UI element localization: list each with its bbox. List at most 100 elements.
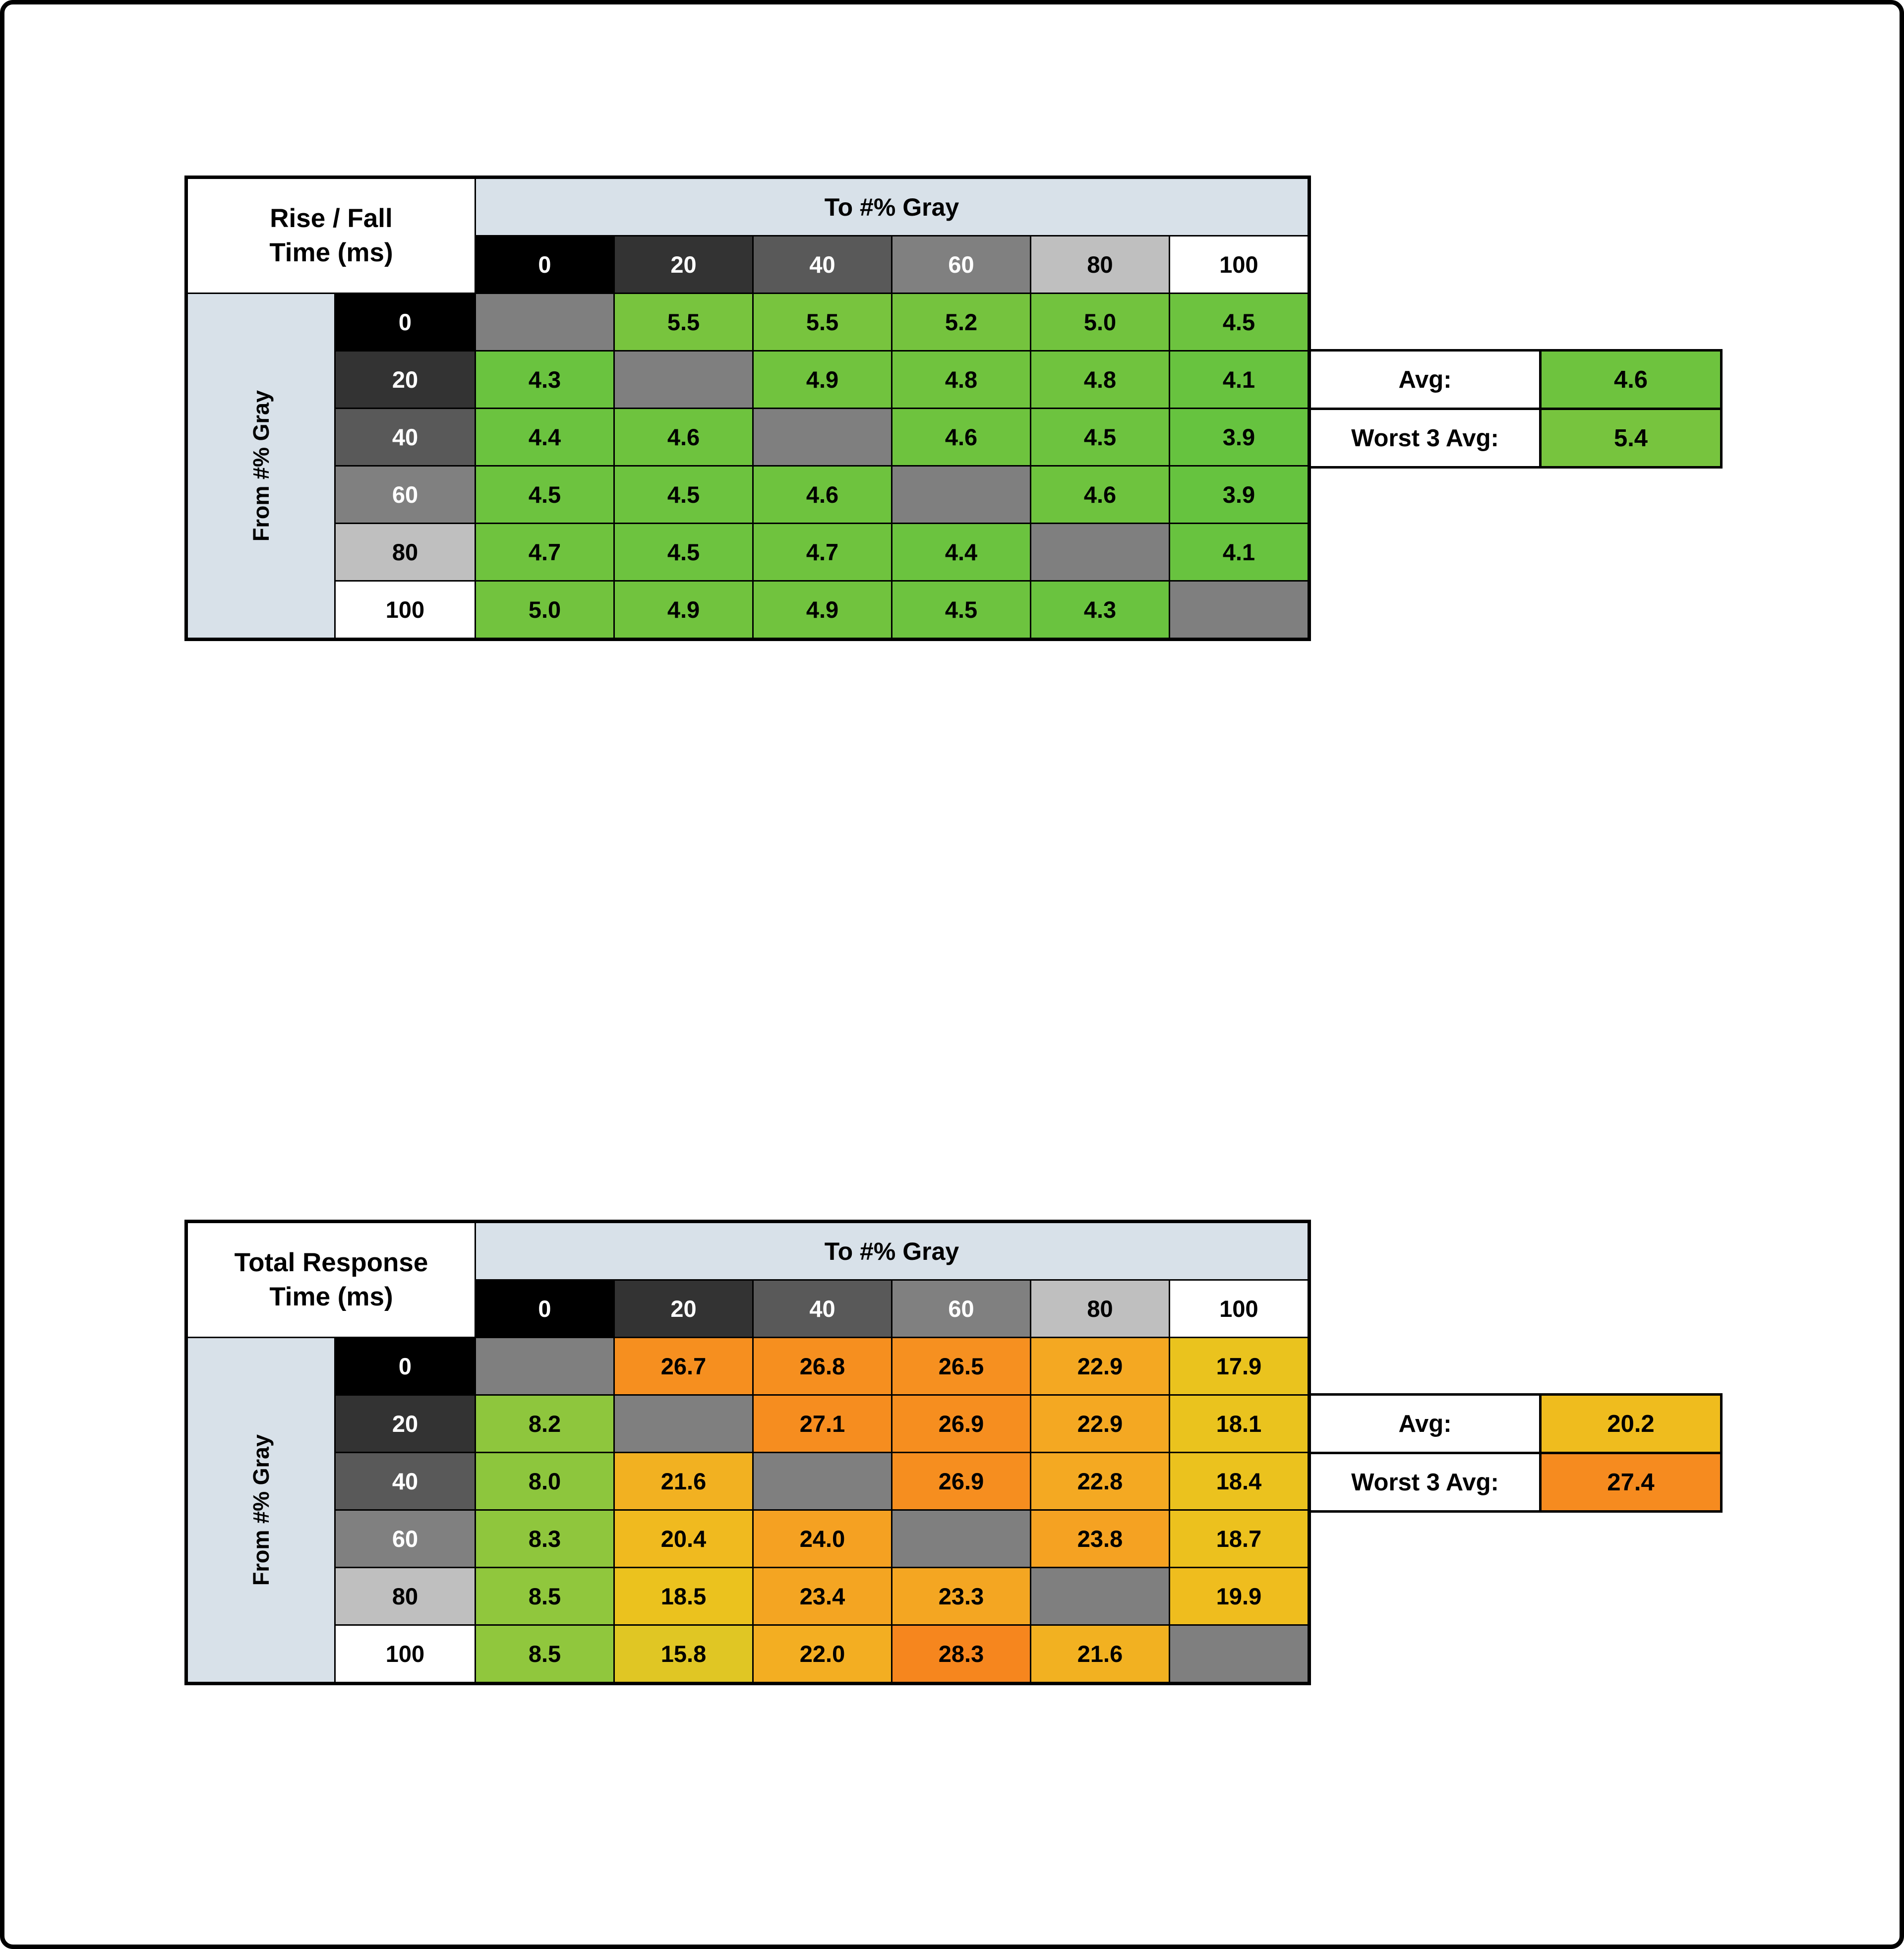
- row-header-100: 100: [336, 1626, 475, 1682]
- row-header-60: 60: [336, 1511, 475, 1567]
- table-title-rise-fall-time: Rise / Fall Time (ms): [188, 179, 475, 293]
- matrix-value-cell: 3.9: [1170, 467, 1308, 523]
- matrix-value-cell: 28.3: [892, 1626, 1030, 1682]
- matrix-table-total-response-time: Total Response Time (ms) To #% Gray 0 20 40 60…: [184, 1220, 1311, 1685]
- matrix-value-cell: 4.4: [476, 409, 613, 465]
- diagonal-empty-cell: [1170, 1626, 1308, 1682]
- matrix-value-cell: 4.7: [754, 524, 891, 580]
- matrix-value-cell: 23.4: [754, 1568, 891, 1624]
- diagonal-empty-cell: [1031, 1568, 1169, 1624]
- col-header-20: 20: [615, 1281, 752, 1337]
- row-header-80: 80: [336, 1568, 475, 1624]
- matrix-value-cell: 5.2: [892, 294, 1030, 350]
- matrix-value-cell: 4.5: [1031, 409, 1169, 465]
- col-header-80: 80: [1031, 236, 1169, 293]
- matrix-value-cell: 4.8: [892, 352, 1030, 408]
- matrix-value-cell: 8.0: [476, 1453, 613, 1509]
- table-title-line2: Time (ms): [269, 1282, 393, 1311]
- col-header-0: 0: [476, 1281, 613, 1337]
- matrix-value-cell: 17.9: [1170, 1338, 1308, 1394]
- row-header-80: 80: [336, 524, 475, 580]
- worst3-avg-value: 5.4: [1542, 410, 1720, 466]
- matrix-value-cell: 18.5: [615, 1568, 752, 1624]
- diagonal-empty-cell: [892, 467, 1030, 523]
- to-percent-gray-header: To #% Gray: [476, 1223, 1308, 1279]
- matrix-value-cell: 4.5: [476, 467, 613, 523]
- worst3-avg-label: Worst 3 Avg:: [1311, 1454, 1539, 1510]
- matrix-value-cell: 3.9: [1170, 409, 1308, 465]
- rise-fall-time-table-block: Rise / Fall Time (ms) To #% Gray 0 20 40 60 80 1…: [184, 176, 1900, 641]
- col-header-0: 0: [476, 236, 613, 293]
- matrix-value-cell: 8.5: [476, 1626, 613, 1682]
- matrix-value-cell: 4.5: [615, 524, 752, 580]
- matrix-value-cell: 5.0: [476, 582, 613, 638]
- matrix-value-cell: 4.6: [754, 467, 891, 523]
- row-header-20: 20: [336, 352, 475, 408]
- matrix-value-cell: 26.5: [892, 1338, 1030, 1394]
- matrix-value-cell: 22.9: [1031, 1396, 1169, 1452]
- matrix-value-cell: 22.9: [1031, 1338, 1169, 1394]
- matrix-value-cell: 4.3: [476, 352, 613, 408]
- matrix-value-cell: 8.3: [476, 1511, 613, 1567]
- matrix-value-cell: 4.1: [1170, 352, 1308, 408]
- col-header-60: 60: [892, 236, 1030, 293]
- matrix-value-cell: 5.5: [615, 294, 752, 350]
- diagonal-empty-cell: [754, 409, 891, 465]
- from-percent-gray-header: From #% Gray: [188, 1338, 334, 1682]
- matrix-value-cell: 22.8: [1031, 1453, 1169, 1509]
- table-title-line1: Total Response: [234, 1247, 428, 1277]
- row-header-20: 20: [336, 1396, 475, 1452]
- matrix-value-cell: 4.5: [615, 467, 752, 523]
- matrix-value-cell: 19.9: [1170, 1568, 1308, 1624]
- matrix-value-cell: 4.5: [1170, 294, 1308, 350]
- matrix-value-cell: 4.9: [754, 582, 891, 638]
- diagonal-empty-cell: [1170, 582, 1308, 638]
- row-header-60: 60: [336, 467, 475, 523]
- matrix-value-cell: 8.5: [476, 1568, 613, 1624]
- col-header-40: 40: [754, 1281, 891, 1337]
- matrix-value-cell: 4.6: [1031, 467, 1169, 523]
- matrix-value-cell: 4.6: [892, 409, 1030, 465]
- col-header-60: 60: [892, 1281, 1030, 1337]
- matrix-value-cell: 18.1: [1170, 1396, 1308, 1452]
- table-title-line2: Time (ms): [269, 237, 393, 267]
- col-header-80: 80: [1031, 1281, 1169, 1337]
- matrix-value-cell: 4.8: [1031, 352, 1169, 408]
- col-header-40: 40: [754, 236, 891, 293]
- worst3-avg-value: 27.4: [1542, 1454, 1720, 1510]
- avg-label: Avg:: [1311, 1396, 1539, 1452]
- table-title-total-response-time: Total Response Time (ms): [188, 1223, 475, 1337]
- matrix-value-cell: 8.2: [476, 1396, 613, 1452]
- matrix-value-cell: 4.1: [1170, 524, 1308, 580]
- matrix-value-cell: 26.7: [615, 1338, 752, 1394]
- from-percent-gray-label: From #% Gray: [248, 1434, 274, 1586]
- matrix-value-cell: 21.6: [1031, 1626, 1169, 1682]
- row-header-0: 0: [336, 294, 475, 350]
- matrix-table-rise-fall-time: Rise / Fall Time (ms) To #% Gray 0 20 40 60 80 1…: [184, 176, 1311, 641]
- matrix-value-cell: 20.4: [615, 1511, 752, 1567]
- matrix-value-cell: 4.7: [476, 524, 613, 580]
- col-header-100: 100: [1170, 236, 1308, 293]
- diagonal-empty-cell: [892, 1511, 1030, 1567]
- diagonal-empty-cell: [476, 1338, 613, 1394]
- matrix-value-cell: 5.0: [1031, 294, 1169, 350]
- matrix-value-cell: 15.8: [615, 1626, 752, 1682]
- matrix-value-cell: 26.8: [754, 1338, 891, 1394]
- row-header-0: 0: [336, 1338, 475, 1394]
- summary-total-response-time: Avg: 20.2 Worst 3 Avg: 27.4: [1309, 1393, 1723, 1513]
- matrix-value-cell: 18.4: [1170, 1453, 1308, 1509]
- matrix-value-cell: 24.0: [754, 1511, 891, 1567]
- from-percent-gray-header: From #% Gray: [188, 294, 334, 638]
- diagonal-empty-cell: [615, 352, 752, 408]
- col-header-20: 20: [615, 236, 752, 293]
- table-title-line1: Rise / Fall: [270, 203, 393, 233]
- matrix-value-cell: 4.6: [615, 409, 752, 465]
- diagonal-empty-cell: [754, 1453, 891, 1509]
- diagonal-empty-cell: [615, 1396, 752, 1452]
- matrix-value-cell: 26.9: [892, 1396, 1030, 1452]
- matrix-value-cell: 5.5: [754, 294, 891, 350]
- matrix-value-cell: 4.9: [615, 582, 752, 638]
- matrix-value-cell: 27.1: [754, 1396, 891, 1452]
- matrix-value-cell: 21.6: [615, 1453, 752, 1509]
